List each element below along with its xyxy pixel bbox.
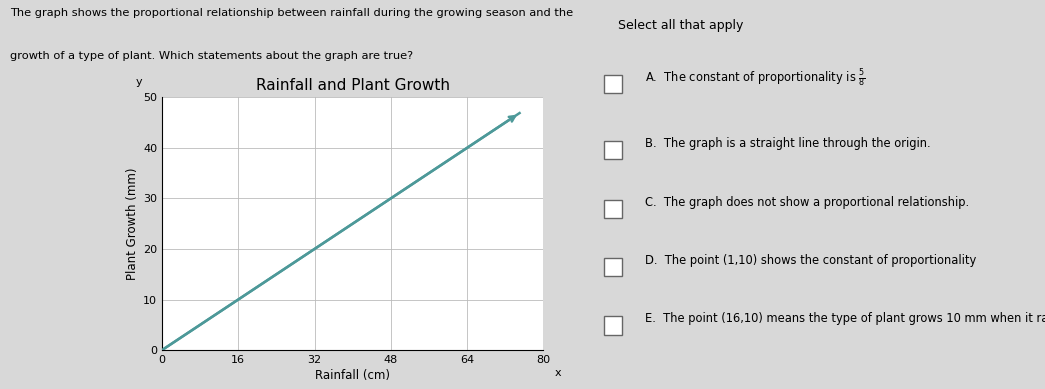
Text: y: y (135, 77, 142, 87)
Text: D.  The point (1,10) shows the constant of proportionality: D. The point (1,10) shows the constant o… (645, 254, 976, 267)
Title: Rainfall and Plant Growth: Rainfall and Plant Growth (256, 78, 449, 93)
FancyBboxPatch shape (604, 258, 622, 276)
FancyBboxPatch shape (604, 200, 622, 218)
Text: A.  The constant of proportionality is $\frac{5}{8}$: A. The constant of proportionality is $\… (645, 67, 865, 89)
Text: The graph shows the proportional relationship between rainfall during the growin: The graph shows the proportional relatio… (10, 8, 574, 18)
FancyBboxPatch shape (604, 75, 622, 93)
Text: Select all that apply: Select all that apply (618, 19, 743, 32)
Text: B.  The graph is a straight line through the origin.: B. The graph is a straight line through … (645, 137, 931, 151)
Text: C.  The graph does not show a proportional relationship.: C. The graph does not show a proportiona… (645, 196, 969, 209)
Y-axis label: Plant Growth (mm): Plant Growth (mm) (125, 167, 139, 280)
Text: growth of a type of plant. Which statements about the graph are true?: growth of a type of plant. Which stateme… (10, 51, 414, 61)
X-axis label: Rainfall (cm): Rainfall (cm) (316, 369, 390, 382)
FancyBboxPatch shape (604, 316, 622, 335)
FancyBboxPatch shape (604, 141, 622, 159)
Text: E.  The point (16,10) means the type of plant grows 10 mm when it rains 16 cm.: E. The point (16,10) means the type of p… (645, 312, 1045, 326)
Text: x: x (555, 368, 561, 378)
